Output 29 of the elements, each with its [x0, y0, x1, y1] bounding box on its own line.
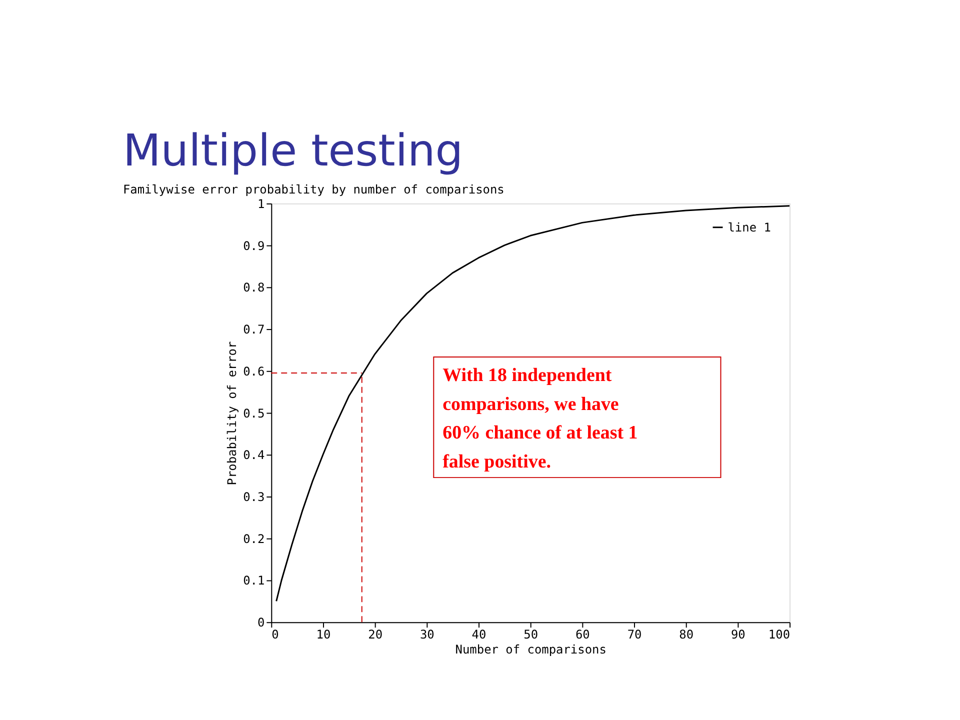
x-tick-label: 60 [575, 628, 590, 642]
y-tick-label: 0.4 [243, 448, 265, 462]
y-tick-label: 0.3 [243, 490, 265, 504]
y-tick-label: 0 [257, 616, 265, 630]
y-tick-label: 0.7 [243, 322, 265, 337]
x-tick-label: 90 [730, 628, 746, 642]
x-tick-label: 30 [420, 628, 434, 642]
y-tick-label: 0.1 [243, 574, 265, 588]
y-tick-label: 0.6 [243, 364, 265, 378]
y-tick-label: 0.8 [243, 280, 265, 295]
chart-subtitle: Familywise error probability by number of comparisons [122, 182, 504, 196]
x-tick-label: 0 [272, 628, 279, 642]
line-series [276, 205, 790, 602]
x-tick-label: 10 [316, 628, 331, 642]
x-tick-label: 70 [627, 628, 642, 642]
chart-title: Multiple testing [122, 126, 464, 177]
x-tick-label: 20 [368, 628, 383, 642]
legend-label: line 1 [728, 220, 771, 234]
y-tick-label: 1 [257, 196, 265, 211]
x-tick-label: 80 [679, 628, 694, 642]
x-axis-title: Number of comparisons [455, 642, 606, 657]
x-tick-label: 50 [524, 628, 538, 642]
y-tick-label: 0.5 [243, 406, 265, 420]
y-tick-label: 0.9 [243, 238, 265, 253]
x-tick-label: 100 [768, 628, 790, 642]
y-axis-title: Probability of error [225, 341, 240, 486]
x-tick-label: 40 [472, 628, 486, 642]
y-tick-label: 0.2 [243, 532, 265, 546]
annotation: With 18 independent comparisons, we have 60% chance of at least 1 false positive. [442, 364, 638, 473]
